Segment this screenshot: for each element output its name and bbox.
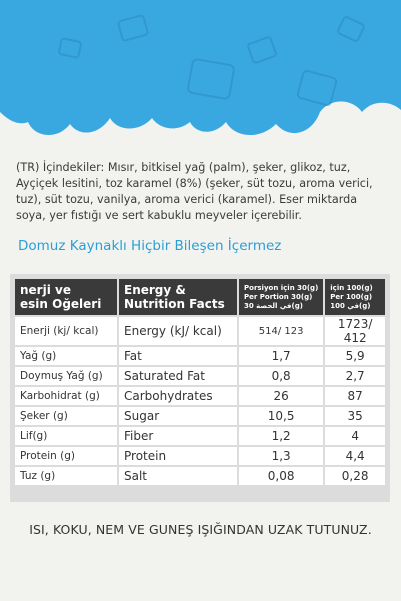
value-per-100g: 2,7 bbox=[325, 367, 385, 385]
header-per-portion: Porsiyon için 30(g) Per Portion 30(g) في… bbox=[239, 279, 324, 315]
row-label-en: Energy (kJ/ kcal) bbox=[119, 317, 237, 345]
value-per-portion: 10,5 bbox=[239, 407, 324, 425]
header-english: Energy & Nutrition Facts bbox=[119, 279, 237, 315]
header-per-100g: için 100(g) Per 100(g) في 100(g) bbox=[325, 279, 385, 315]
row-label-tr: Karbohidrat (g) bbox=[15, 387, 117, 405]
table-row: Şeker (g) Sugar 10,5 35 bbox=[15, 407, 385, 425]
table-row: Lif(g) Fiber 1,2 4 bbox=[15, 427, 385, 445]
value-per-100g: 1723/ 412 bbox=[325, 317, 385, 345]
value-per-portion: 0,08 bbox=[239, 467, 324, 485]
table-row: Karbohidrat (g) Carbohydrates 26 87 bbox=[15, 387, 385, 405]
table-row: Doymuş Yağ (g) Saturated Fat 0,8 2,7 bbox=[15, 367, 385, 385]
value-per-portion: 1,7 bbox=[239, 347, 324, 365]
nutrition-table-header: nerji ve esin Oğeleri Energy & Nutrition… bbox=[15, 279, 385, 315]
row-label-tr: Lif(g) bbox=[15, 427, 117, 445]
row-label-en: Fat bbox=[119, 347, 237, 365]
value-per-100g: 4,4 bbox=[325, 447, 385, 465]
table-row: Protein (g) Protein 1,3 4,4 bbox=[15, 447, 385, 465]
value-per-portion: 26 bbox=[239, 387, 324, 405]
row-label-en: Sugar bbox=[119, 407, 237, 425]
row-label-en: Carbohydrates bbox=[119, 387, 237, 405]
value-per-100g: 5,9 bbox=[325, 347, 385, 365]
row-label-tr: Tuz (g) bbox=[15, 467, 117, 485]
value-per-portion: 1,3 bbox=[239, 447, 324, 465]
row-label-en: Salt bbox=[119, 467, 237, 485]
row-label-tr: Doymuş Yağ (g) bbox=[15, 367, 117, 385]
table-row: Enerji (kj/ kcal) Energy (kJ/ kcal) 514/… bbox=[15, 317, 385, 345]
row-label-tr: Protein (g) bbox=[15, 447, 117, 465]
row-label-tr: Yağ (g) bbox=[15, 347, 117, 365]
decorative-blue-cloud-banner bbox=[0, 0, 401, 136]
ingredients-text: (TR) İçindekiler: Mısır, bitkisel yağ (p… bbox=[16, 161, 373, 222]
row-label-en: Protein bbox=[119, 447, 237, 465]
row-label-en: Fiber bbox=[119, 427, 237, 445]
value-per-100g: 87 bbox=[325, 387, 385, 405]
value-per-portion: 1,2 bbox=[239, 427, 324, 445]
row-label-tr: Enerji (kj/ kcal) bbox=[15, 317, 117, 345]
value-per-100g: 35 bbox=[325, 407, 385, 425]
row-label-en: Saturated Fat bbox=[119, 367, 237, 385]
row-label-tr: Şeker (g) bbox=[15, 407, 117, 425]
storage-instructions: ISI, KOKU, NEM VE GUNEŞ IŞIĞINDAN UZAK T… bbox=[29, 522, 372, 537]
value-per-100g: 4 bbox=[325, 427, 385, 445]
header-turkish: nerji ve esin Oğeleri bbox=[15, 279, 117, 315]
value-per-portion: 514/ 123 bbox=[239, 317, 324, 345]
no-pork-notice: Domuz Kaynaklı Hiçbir Bileşen İçermez bbox=[18, 238, 282, 254]
value-per-portion: 0,8 bbox=[239, 367, 324, 385]
value-per-100g: 0,28 bbox=[325, 467, 385, 485]
table-row: Tuz (g) Salt 0,08 0,28 bbox=[15, 467, 385, 485]
nutrition-table: nerji ve esin Oğeleri Energy & Nutrition… bbox=[10, 274, 390, 502]
table-row: Yağ (g) Fat 1,7 5,9 bbox=[15, 347, 385, 365]
